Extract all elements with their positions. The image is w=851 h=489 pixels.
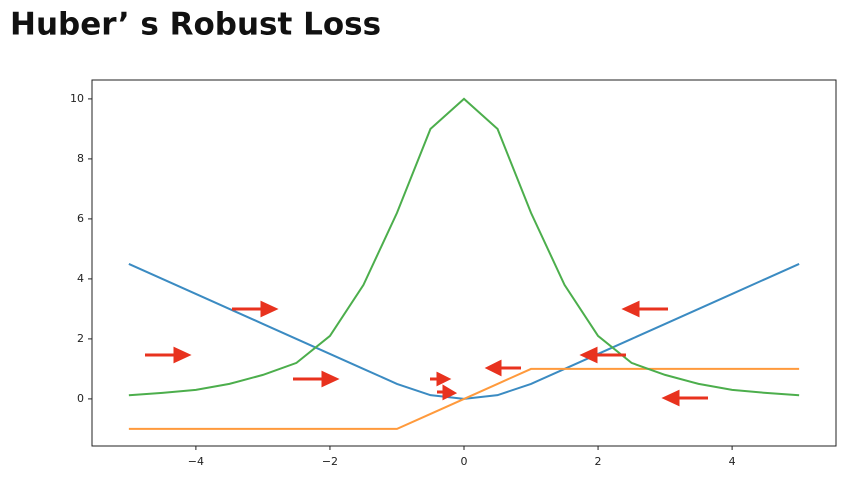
arrow-head	[173, 346, 192, 364]
y-tick-label: 0	[77, 392, 84, 405]
arrow-head	[321, 370, 340, 388]
x-tick-label: 4	[729, 455, 736, 468]
y-tick-label: 4	[77, 272, 84, 285]
series-line	[128, 97, 800, 397]
arrow-head	[436, 371, 452, 387]
arrow-head	[621, 300, 640, 318]
y-tick-label: 8	[77, 152, 84, 165]
x-tick-label: 0	[461, 455, 468, 468]
plot-area	[128, 97, 800, 430]
arrow-head	[579, 346, 598, 364]
x-tick-label: −2	[322, 455, 338, 468]
chart-title: Huber’ s Robust Loss	[10, 7, 381, 43]
y-tick-label: 10	[70, 92, 84, 105]
x-tick-label: −4	[188, 455, 204, 468]
annotation-arrows	[145, 300, 708, 407]
y-tick-label: 6	[77, 212, 84, 225]
arrow-head	[260, 300, 279, 318]
arrow-head	[661, 389, 680, 407]
arrow-head	[442, 384, 458, 401]
x-tick-label: 2	[595, 455, 602, 468]
series-line	[128, 367, 800, 430]
arrow-head	[484, 359, 502, 377]
series-line	[128, 262, 800, 400]
y-tick-label: 2	[77, 332, 84, 345]
axes-frame	[91, 79, 837, 447]
